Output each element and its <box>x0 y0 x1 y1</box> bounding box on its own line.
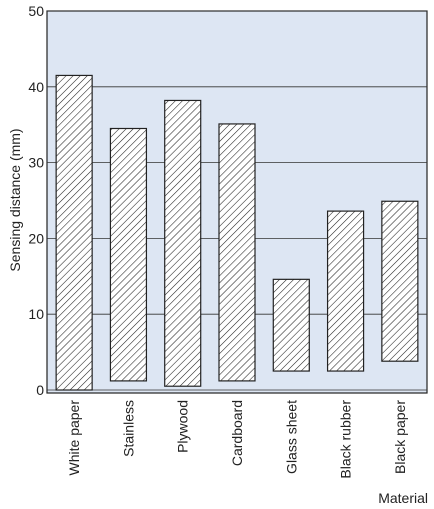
x-tick-label: Black rubber <box>338 400 354 479</box>
x-tick-label: Glass sheet <box>283 400 299 474</box>
y-tick-label: 30 <box>28 155 44 171</box>
bar <box>381 200 419 362</box>
y-tick-label: 20 <box>28 230 44 246</box>
x-tick-label: Cardboard <box>229 400 245 466</box>
x-tick-label: Stainless <box>120 400 136 457</box>
y-tick-label: 50 <box>28 3 44 19</box>
bar <box>326 210 365 372</box>
y-tick-label: 0 <box>36 382 44 398</box>
bar <box>272 278 310 372</box>
x-axis-label: Material <box>378 490 428 506</box>
bar <box>218 123 256 382</box>
bar <box>109 127 148 382</box>
y-tick-label: 40 <box>28 79 44 95</box>
x-tick-label: White paper <box>66 400 82 476</box>
x-tick-label: Plywood <box>175 400 191 453</box>
bar <box>164 99 202 387</box>
x-tick-label: Black paper <box>392 400 408 474</box>
y-axis-label: Sensing distance (mm) <box>7 128 23 271</box>
y-tick-label: 10 <box>28 306 44 322</box>
bar <box>55 74 93 391</box>
